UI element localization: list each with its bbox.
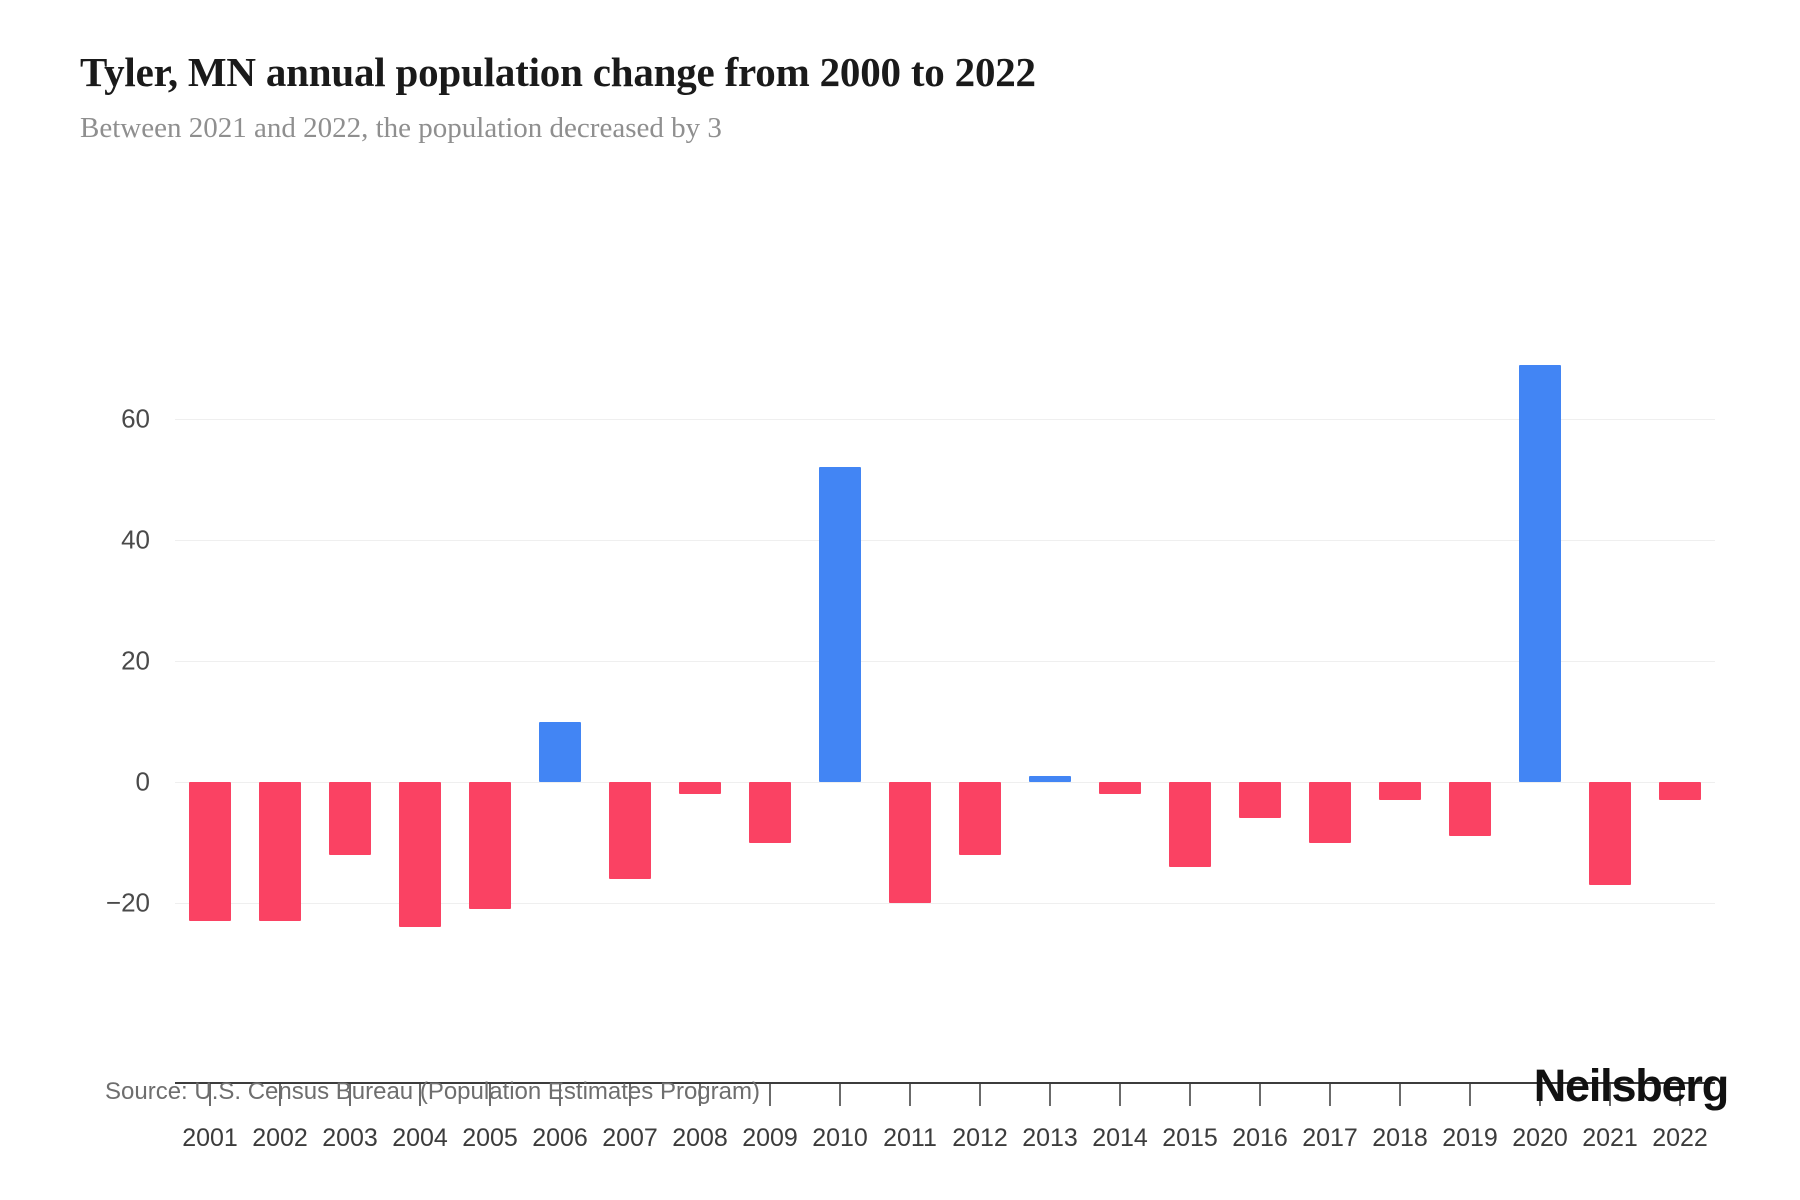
x-axis-tick-label: 2016 [1232, 1124, 1288, 1152]
bar-2020[interactable] [1519, 364, 1561, 782]
bar-2018[interactable] [1379, 782, 1421, 801]
x-axis-tick [769, 1084, 771, 1106]
bar-2015[interactable] [1169, 782, 1211, 867]
x-axis-tick [489, 1084, 491, 1106]
x-axis-tick [1119, 1084, 1121, 1106]
bar-2008[interactable] [679, 782, 721, 795]
x-axis-tick [1399, 1084, 1401, 1106]
y-axis-tick-label: −20 [105, 887, 150, 918]
x-axis-tick [1679, 1084, 1681, 1106]
bar-2022[interactable] [1659, 782, 1701, 801]
bar-2019[interactable] [1449, 782, 1491, 837]
bar-2021[interactable] [1589, 782, 1631, 885]
x-axis-tick [1049, 1084, 1051, 1106]
x-axis-tick-label: 2008 [672, 1124, 728, 1152]
x-axis-tick-label: 2002 [252, 1124, 308, 1152]
x-axis-tick [349, 1084, 351, 1106]
bar-2003[interactable] [329, 782, 371, 855]
source-note: Source: U.S. Census Bureau (Population E… [105, 1078, 760, 1105]
gridline [175, 540, 1715, 541]
x-axis-tick [1189, 1084, 1191, 1106]
bar-2007[interactable] [609, 782, 651, 879]
x-axis-tick [629, 1084, 631, 1106]
x-axis-tick [1539, 1084, 1541, 1106]
y-axis-tick-label: 0 [135, 766, 150, 797]
x-axis-tick-label: 2021 [1582, 1124, 1638, 1152]
bar-2010[interactable] [819, 467, 861, 782]
bar-2004[interactable] [399, 782, 441, 928]
bar-2009[interactable] [749, 782, 791, 843]
chart-plot-area: −20 0 20 40 60 2001 2002 2003 2004 2005 2006 2007 2… [0, 200, 1800, 1152]
bar-2014[interactable] [1099, 782, 1141, 795]
y-axis-tick-label: 40 [121, 524, 150, 555]
x-axis-tick-label: 2011 [883, 1124, 937, 1152]
x-axis-line [175, 1082, 1715, 1084]
x-axis-tick-label: 2013 [1022, 1124, 1078, 1152]
x-axis-tick-label: 2004 [392, 1124, 448, 1152]
bar-2001[interactable] [189, 782, 231, 922]
x-axis-tick-label: 2007 [602, 1124, 658, 1152]
x-axis-tick [1329, 1084, 1331, 1106]
x-axis-tick-label: 2009 [742, 1124, 798, 1152]
x-axis-tick [279, 1084, 281, 1106]
bar-2005[interactable] [469, 782, 511, 910]
x-axis-tick [209, 1084, 211, 1106]
bar-2006[interactable] [539, 721, 581, 782]
bar-2011[interactable] [889, 782, 931, 903]
x-axis-tick [559, 1084, 561, 1106]
x-axis-tick [1469, 1084, 1471, 1106]
y-axis-tick-label: 20 [121, 645, 150, 676]
bar-2016[interactable] [1239, 782, 1281, 819]
plot-canvas: −20 0 20 40 60 [106, 260, 1715, 1050]
bar-2002[interactable] [259, 782, 301, 922]
gridline [175, 782, 1715, 783]
gridline [175, 661, 1715, 662]
x-axis-tick [979, 1084, 981, 1106]
x-axis-tick-label: 2015 [1162, 1124, 1218, 1152]
x-axis-tick [1259, 1084, 1261, 1106]
bars-group [175, 260, 1715, 1050]
bar-2013[interactable] [1029, 775, 1071, 782]
x-axis-tick-label: 2019 [1442, 1124, 1498, 1152]
x-axis-tick-label: 2010 [812, 1124, 868, 1152]
x-axis-tick [699, 1084, 701, 1106]
bar-2012[interactable] [959, 782, 1001, 855]
x-axis-tick-label: 2012 [952, 1124, 1008, 1152]
x-axis-tick-label: 2022 [1652, 1124, 1708, 1152]
x-axis-tick-label: 2020 [1512, 1124, 1568, 1152]
x-axis-tick-label: 2017 [1302, 1124, 1358, 1152]
x-axis-tick [1609, 1084, 1611, 1106]
x-axis-tick-label: 2003 [322, 1124, 378, 1152]
x-axis-tick-label: 2014 [1092, 1124, 1148, 1152]
x-axis-tick [909, 1084, 911, 1106]
gridline [175, 419, 1715, 420]
page-title: Tyler, MN annual population change from … [80, 49, 1036, 95]
chart-subtitle: Between 2021 and 2022, the population de… [80, 112, 722, 144]
x-axis-tick-label: 2005 [462, 1124, 518, 1152]
x-axis-tick [839, 1084, 841, 1106]
gridline [175, 903, 1715, 904]
x-axis-tick [419, 1084, 421, 1106]
x-axis-tick-label: 2018 [1372, 1124, 1428, 1152]
y-axis-tick-label: 60 [121, 403, 150, 434]
bar-2017[interactable] [1309, 782, 1351, 843]
x-axis-tick-label: 2001 [182, 1124, 238, 1152]
brand-logo: Neilsberg [1533, 1060, 1729, 1111]
x-axis-tick-label: 2006 [532, 1124, 588, 1152]
chart-header: Tyler, MN annual population change from … [80, 48, 1720, 145]
